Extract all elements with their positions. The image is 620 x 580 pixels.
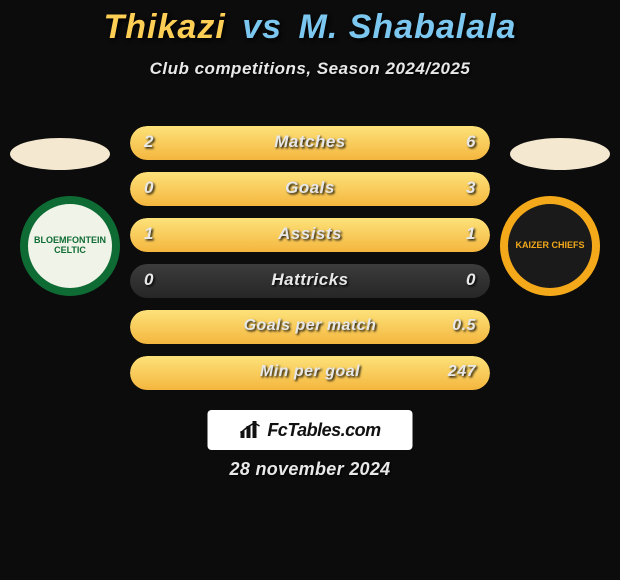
stat-value-right: 6 <box>466 132 476 152</box>
brand-text: FcTables.com <box>267 420 380 441</box>
player1-placeholder <box>10 138 110 170</box>
stat-bars: 2 Matches 6 0 Goals 3 1 Assists 1 0 Hattricks 0 Goal… <box>130 126 490 402</box>
title-player2: M. Shabalala <box>299 8 517 46</box>
snapshot-date: 28 november 2024 <box>0 459 620 480</box>
club-crest-left-label: BLOEMFONTEIN CELTIC <box>28 236 112 256</box>
stat-row: Goals per match 0.5 <box>130 310 490 344</box>
club-crest-left-ring: BLOEMFONTEIN CELTIC <box>20 196 120 296</box>
brand-badge: FcTables.com <box>208 410 413 450</box>
stat-value-left: 0 <box>144 178 154 198</box>
stat-value-right: 0.5 <box>452 317 476 335</box>
stat-label: Goals per match <box>244 317 377 335</box>
stat-label: Min per goal <box>260 363 360 381</box>
player2-placeholder <box>510 138 610 170</box>
stat-row: 0 Goals 3 <box>130 172 490 206</box>
stat-row: 1 Assists 1 <box>130 218 490 252</box>
club-crest-right-label: KAIZER CHIEFS <box>515 241 584 251</box>
subtitle: Club competitions, Season 2024/2025 <box>0 59 620 79</box>
stat-row: 0 Hattricks 0 <box>130 264 490 298</box>
stat-value-left: 0 <box>144 270 154 290</box>
brand-chart-icon <box>239 421 261 439</box>
club-crest-player2: KAIZER CHIEFS <box>500 196 600 296</box>
stat-label: Hattricks <box>271 270 348 290</box>
title-player1: Thikazi <box>104 8 226 46</box>
stat-value-right: 1 <box>466 224 476 244</box>
club-crest-right-ring: KAIZER CHIEFS <box>500 196 600 296</box>
stat-bar-right-fill <box>220 126 490 160</box>
stat-row: Min per goal 247 <box>130 356 490 390</box>
stat-value-left: 2 <box>144 132 154 152</box>
stat-row: 2 Matches 6 <box>130 126 490 160</box>
club-crest-player1: BLOEMFONTEIN CELTIC <box>20 196 120 296</box>
page-title: Thikazi vs M. Shabalala <box>0 0 620 47</box>
stat-value-right: 3 <box>466 178 476 198</box>
stat-label: Goals <box>285 178 335 198</box>
stat-label: Matches <box>274 132 346 152</box>
stat-label: Assists <box>278 224 342 244</box>
stat-value-right: 0 <box>466 270 476 290</box>
stat-value-left: 1 <box>144 224 154 244</box>
stat-value-right: 247 <box>448 363 476 381</box>
title-vs: vs <box>242 8 282 46</box>
